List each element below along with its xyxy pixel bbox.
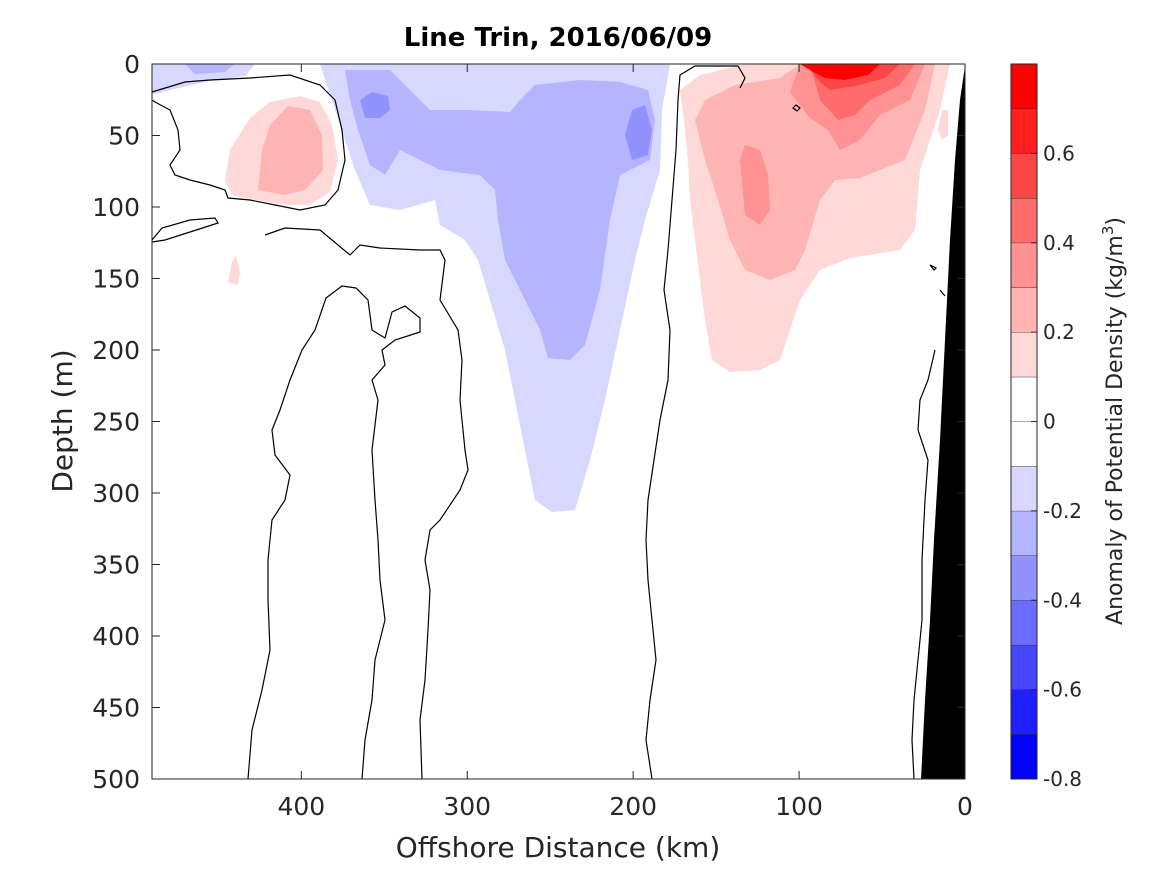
colorbar-tick-label: 0.4 (1043, 231, 1075, 255)
colorbar-level (1011, 600, 1037, 645)
colorbar-tick-label: -0.8 (1043, 767, 1082, 791)
y-tick-label: 400 (92, 622, 140, 651)
pos-patch-small (228, 255, 240, 285)
y-tick-label: 350 (92, 551, 140, 580)
contour-near-bathymetry (911, 289, 946, 780)
neg-core-right (625, 105, 652, 160)
colorbar-level (1011, 198, 1037, 243)
chart-title: Line Trin, 2016/06/09 (404, 23, 712, 53)
colorbar-tick-label: 0 (1043, 410, 1056, 434)
y-tick-label: 50 (108, 122, 140, 151)
contour-coastal (929, 264, 938, 271)
colorbar-label-end: ) (1103, 217, 1128, 226)
plot-area: 400 300 200 100 0 0 50 100 150 200 250 300 350 400 45… (92, 50, 973, 821)
colorbar-level (1011, 510, 1037, 556)
y-tick-label: 150 (92, 265, 140, 294)
colorbar-tick-label: 0.6 (1043, 141, 1075, 165)
y-tick-label: 450 (92, 694, 140, 723)
bathymetry (921, 66, 965, 779)
contour-small-loop (792, 104, 801, 112)
colorbar-tick-label: -0.4 (1043, 588, 1082, 612)
colorbar-level (1011, 242, 1037, 288)
pos-patch-offshore-core (258, 106, 323, 195)
zero-contours (151, 65, 946, 780)
contour-mid-2 (247, 285, 421, 780)
colorbar-level (1011, 689, 1037, 735)
pos-region-core (740, 145, 770, 225)
y-axis-label: Depth (m) (46, 349, 79, 492)
anomaly-fills (152, 64, 950, 512)
colorbar-level (1011, 108, 1037, 154)
colorbar: -0.8 -0.6 -0.4 -0.2 0 0.2 0.4 0.6 Anomaly of Po… (1010, 63, 1128, 791)
contour-mid-1 (264, 227, 469, 780)
x-tick-label: 300 (443, 792, 491, 821)
colorbar-level (1011, 466, 1037, 511)
colorbar-level (1011, 332, 1037, 377)
contour-offshore-deep (151, 217, 219, 243)
colorbar-level (1011, 287, 1037, 333)
colorbar-tick-label: 0.2 (1043, 320, 1075, 344)
x-tick-label: 400 (277, 792, 325, 821)
pos-patch-near-coast (938, 110, 948, 140)
colorbar-level (1011, 644, 1037, 690)
x-axis-ticks: 400 300 200 100 0 (277, 64, 973, 821)
neg-patch-offshore-core (185, 64, 235, 74)
colorbar-ticks: -0.8 -0.6 -0.4 -0.2 0 0.2 0.4 0.6 (1031, 141, 1082, 791)
y-tick-label: 250 (92, 408, 140, 437)
y-tick-label: 0 (124, 50, 140, 79)
contour-shelf (645, 65, 746, 780)
y-tick-label: 300 (92, 479, 140, 508)
x-tick-label: 0 (957, 792, 973, 821)
y-tick-label: 500 (92, 765, 140, 794)
neg-region-inner (345, 70, 655, 360)
colorbar-label: Anomaly of Potential Density (kg/m3) (1099, 217, 1128, 625)
x-tick-label: 200 (609, 792, 657, 821)
x-axis-label: Offshore Distance (km) (396, 831, 721, 864)
y-axis-ticks: 0 50 100 150 200 250 300 350 400 450 500 (92, 50, 965, 794)
colorbar-label-main: Anomaly of Potential Density (kg/m (1103, 235, 1128, 625)
colorbar-level (1011, 376, 1037, 422)
colorbar-label-sup: 3 (1099, 226, 1117, 236)
neg-core-left (360, 92, 390, 118)
colorbar-level (1011, 555, 1037, 601)
colorbar-level (1011, 421, 1037, 467)
y-tick-label: 200 (92, 336, 140, 365)
x-tick-label: 100 (775, 792, 823, 821)
colorbar-level (1011, 734, 1037, 779)
pos-region-peak (800, 64, 880, 80)
neg-patch-offshore-surface (152, 64, 255, 95)
colorbar-level (1011, 64, 1037, 109)
y-tick-label: 100 (92, 193, 140, 222)
colorbar-level (1011, 153, 1037, 199)
colorbar-levels (1011, 63, 1037, 779)
colorbar-tick-label: -0.2 (1043, 499, 1082, 523)
contour-offshore-loop (151, 74, 346, 211)
colorbar-tick-label: -0.6 (1043, 678, 1082, 702)
